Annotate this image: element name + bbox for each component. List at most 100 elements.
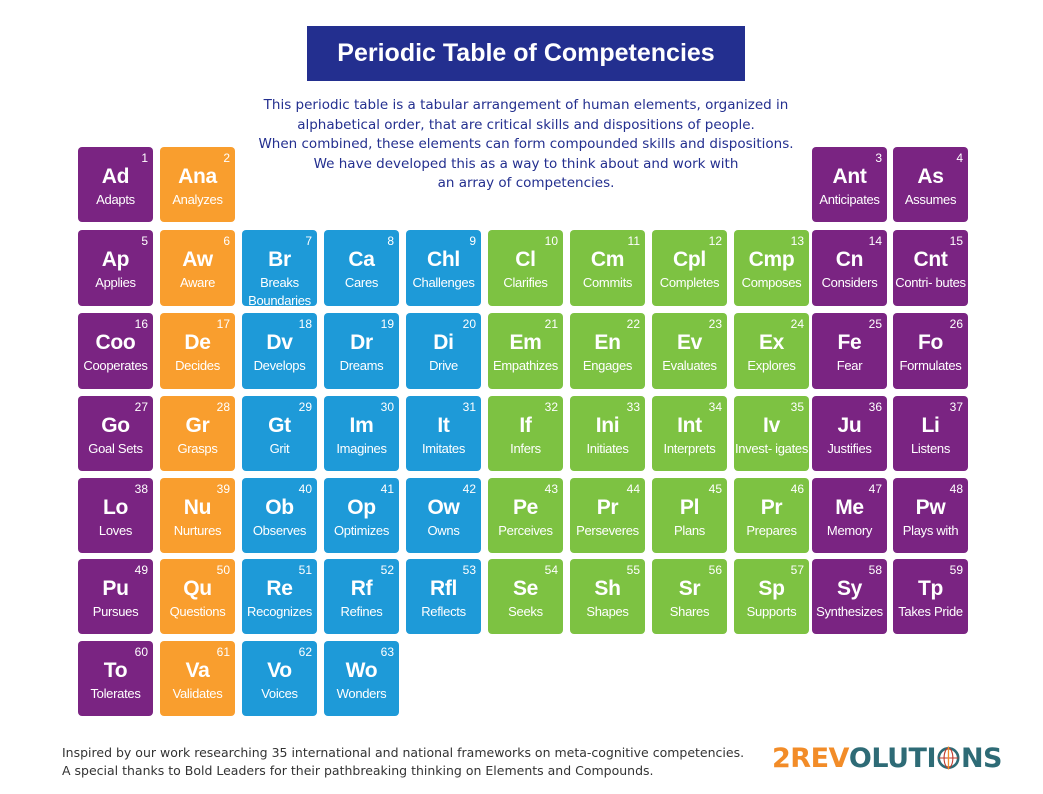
element-tile: 20 Di Drive xyxy=(406,313,481,389)
element-name: Applies xyxy=(95,275,136,290)
intro-line: We have developed this as a way to think… xyxy=(313,155,739,172)
element-name: Decides xyxy=(175,358,220,373)
element-tile: 8 Ca Cares xyxy=(324,230,399,306)
element-name: Grasps xyxy=(177,441,218,456)
element-name: Challenges xyxy=(412,275,475,290)
element-number: 8 xyxy=(387,234,394,248)
element-number: 56 xyxy=(708,563,722,577)
element-symbol: Pw xyxy=(915,496,946,519)
element-tile: 33 Ini Initiates xyxy=(570,396,645,471)
element-symbol: De xyxy=(184,331,211,354)
element-tile: 49 Pu Pursues xyxy=(78,559,153,634)
element-symbol: Pl xyxy=(679,496,700,519)
element-name: Questions xyxy=(169,604,226,619)
element-name: Supports xyxy=(746,604,797,619)
element-tile: 60 To Tolerates xyxy=(78,641,153,716)
element-number: 20 xyxy=(462,317,476,331)
element-name: Listens xyxy=(910,441,951,456)
element-number: 48 xyxy=(949,482,963,496)
element-name: Memory xyxy=(826,523,873,538)
element-symbol: Ju xyxy=(837,414,862,437)
element-name: Synthesizes xyxy=(816,604,883,619)
element-name: Voices xyxy=(261,686,298,701)
element-number: 26 xyxy=(949,317,963,331)
element-tile: 59 Tp Takes Pride xyxy=(893,559,968,634)
element-number: 3 xyxy=(875,151,882,165)
element-tile: 37 Li Listens xyxy=(893,396,968,471)
element-symbol: Gt xyxy=(268,414,291,437)
element-number: 55 xyxy=(626,563,640,577)
element-number: 51 xyxy=(298,563,312,577)
element-number: 63 xyxy=(380,645,394,659)
element-name: Observes xyxy=(252,523,307,538)
element-number: 28 xyxy=(216,400,230,414)
element-symbol: Lo xyxy=(102,496,129,519)
element-name: Aware xyxy=(179,275,216,290)
element-name: Dreams xyxy=(339,358,384,373)
element-name: Assumes xyxy=(904,192,957,207)
element-symbol: Pr xyxy=(760,496,783,519)
element-name: Optimizes xyxy=(333,523,390,538)
element-tile: 13 Cmp Composes xyxy=(734,230,809,306)
element-number: 40 xyxy=(298,482,312,496)
element-tile: 18 Dv Develops xyxy=(242,313,317,389)
page-title: Periodic Table of Competencies xyxy=(307,26,745,81)
element-symbol: Sh xyxy=(594,577,621,600)
element-number: 45 xyxy=(708,482,722,496)
element-symbol: Dr xyxy=(350,331,373,354)
element-number: 30 xyxy=(380,400,394,414)
element-number: 62 xyxy=(298,645,312,659)
element-number: 54 xyxy=(544,563,558,577)
element-number: 11 xyxy=(627,234,640,248)
element-symbol: Dv xyxy=(266,331,293,354)
element-symbol: Li xyxy=(921,414,940,437)
element-name: Refines xyxy=(340,604,383,619)
element-symbol: Rfl xyxy=(429,577,458,600)
logo-text-part: OLUTI xyxy=(848,742,937,774)
element-name: Validates xyxy=(172,686,223,701)
element-number: 10 xyxy=(544,234,558,248)
element-number: 1 xyxy=(141,151,148,165)
element-symbol: Pr xyxy=(596,496,619,519)
globe-icon xyxy=(937,746,960,770)
element-symbol: Im xyxy=(349,414,374,437)
element-name: Recognizes xyxy=(247,604,312,619)
element-name: Shares xyxy=(669,604,710,619)
element-number: 49 xyxy=(134,563,148,577)
element-name: Infers xyxy=(510,441,541,456)
element-number: 38 xyxy=(134,482,148,496)
element-number: 46 xyxy=(790,482,804,496)
element-symbol: Aw xyxy=(182,248,213,271)
element-tile: 55 Sh Shapes xyxy=(570,559,645,634)
element-name: Cares xyxy=(344,275,379,290)
element-name: Breaks Boundaries xyxy=(248,275,311,308)
element-symbol: Fe xyxy=(837,331,862,354)
element-tile: 23 Ev Evaluates xyxy=(652,313,727,389)
element-name: Drive xyxy=(429,358,458,373)
footer-line: Inspired by our work researching 35 inte… xyxy=(62,745,745,760)
element-name: Prepares xyxy=(746,523,797,538)
element-symbol: Chl xyxy=(427,248,460,271)
element-tile: 4 As Assumes xyxy=(893,147,968,222)
element-name: Anticipates xyxy=(819,192,880,207)
element-symbol: Cmp xyxy=(748,248,795,271)
element-name: Considers xyxy=(821,275,878,290)
element-name: Justifies xyxy=(827,441,872,456)
element-tile: 34 Int Interprets xyxy=(652,396,727,471)
element-number: 59 xyxy=(949,563,963,577)
element-symbol: Va xyxy=(185,659,210,682)
element-symbol: Ad xyxy=(101,165,130,188)
element-number: 5 xyxy=(141,234,148,248)
intro-line: alphabetical order, that are critical sk… xyxy=(297,116,755,133)
element-symbol: Rf xyxy=(350,577,373,600)
element-symbol: Pe xyxy=(512,496,539,519)
brand-logo: 2REV OLUTI NS xyxy=(772,736,1003,780)
element-symbol: Ev xyxy=(676,331,703,354)
intro-line: When combined, these elements can form c… xyxy=(258,136,794,152)
element-number: 24 xyxy=(790,317,804,331)
element-number: 16 xyxy=(134,317,148,331)
element-name: Pursues xyxy=(92,604,139,619)
element-name: Loves xyxy=(98,523,133,538)
element-symbol: Br xyxy=(268,248,291,271)
element-tile: 46 Pr Prepares xyxy=(734,478,809,553)
